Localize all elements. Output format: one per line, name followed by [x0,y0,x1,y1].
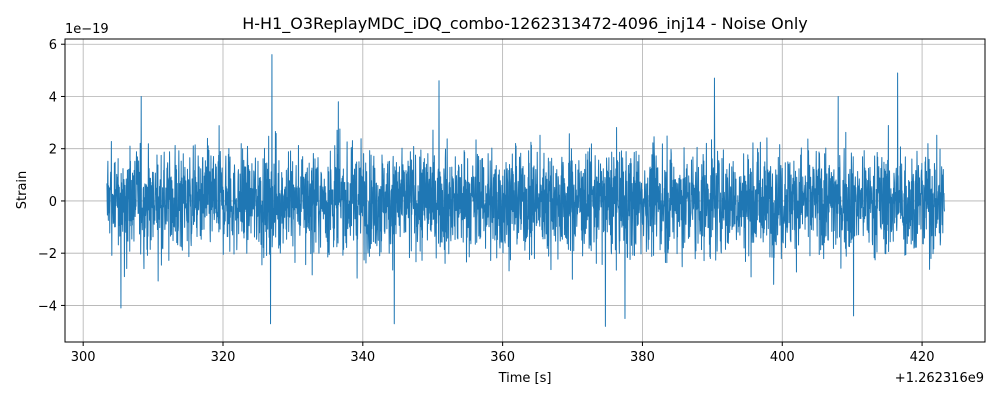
x-tick-label: 380 [630,350,655,365]
series-layer [106,54,945,327]
y-tick-label: 2 [49,143,57,158]
y-tick-label: 6 [49,38,57,53]
x-tick-label: 300 [71,350,96,365]
x-axis-offset-label: +1.262316e9 [895,371,984,386]
y-axis-label: Strain [15,171,30,210]
strain-series-line [106,54,945,327]
y-axis-ticks: −4 −2 0 2 4 6 [38,38,65,314]
y-tick-label: 0 [49,195,57,210]
x-tick-label: 320 [211,350,236,365]
y-axis-scale-label: 1e−19 [65,22,109,37]
x-tick-label: 400 [770,350,795,365]
y-tick-label: −4 [38,299,57,314]
x-axis-ticks: 300 320 340 360 380 400 420 [71,342,935,365]
x-tick-label: 340 [350,350,375,365]
x-tick-label: 360 [490,350,515,365]
x-tick-label: 420 [910,350,935,365]
plot-frame [64,38,986,343]
chart-title: H-H1_O3ReplayMDC_iDQ_combo-1262313472-40… [242,14,808,34]
y-tick-label: −2 [38,247,57,262]
y-tick-label: 4 [49,90,57,105]
x-axis-label: Time [s] [498,371,552,386]
